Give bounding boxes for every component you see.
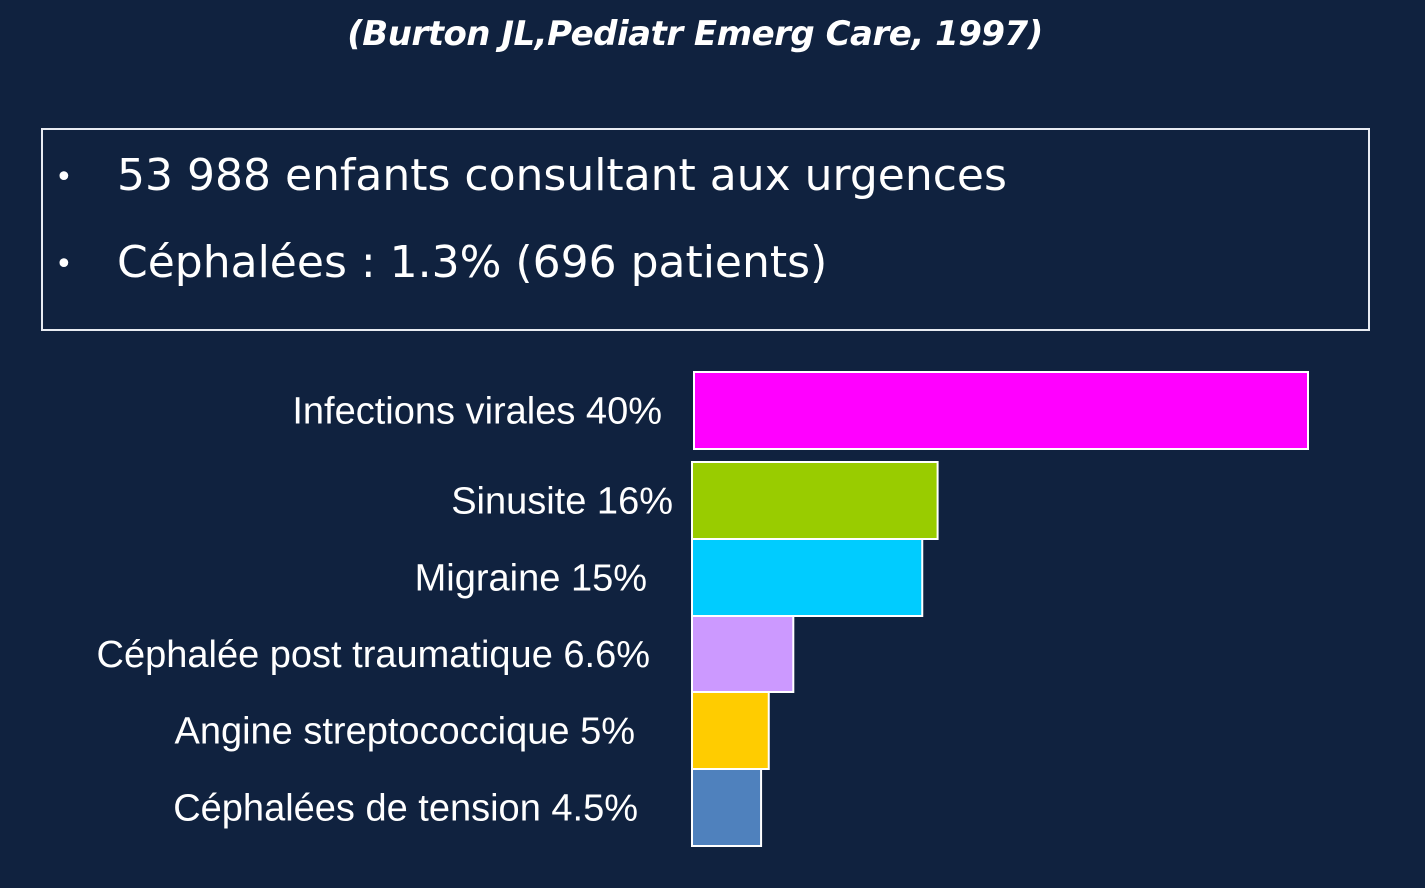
- bar: [691, 538, 924, 617]
- category-label: Migraine 15%: [415, 558, 647, 600]
- category-label: Céphalée post traumatique 6.6%: [97, 634, 650, 676]
- citation-subtitle: (Burton JL,Pediatr Emerg Care, 1997): [347, 14, 1043, 54]
- category-label: Sinusite 16%: [451, 481, 673, 523]
- bar: [691, 615, 795, 693]
- summary-bullet: • 53 988 enfants consultant aux urgences: [55, 150, 1007, 204]
- bullet-dot-icon: •: [55, 160, 73, 195]
- summary-bullet: • Céphalées : 1.3% (696 patients): [55, 237, 827, 291]
- bullet-text: 53 988 enfants consultant aux urgences: [117, 150, 1007, 201]
- bar: [691, 691, 770, 770]
- bullet-text: Céphalées : 1.3% (696 patients): [117, 237, 828, 288]
- category-label: Angine streptococcique 5%: [174, 711, 635, 753]
- bar: [693, 371, 1309, 450]
- bullet-dot-icon: •: [55, 247, 73, 282]
- bar: [691, 768, 763, 847]
- category-label: Céphalées de tension 4.5%: [173, 788, 638, 830]
- summary-box: • 53 988 enfants consultant aux urgences …: [41, 128, 1370, 331]
- category-label: Infections virales 40%: [292, 391, 662, 433]
- bar: [691, 461, 939, 540]
